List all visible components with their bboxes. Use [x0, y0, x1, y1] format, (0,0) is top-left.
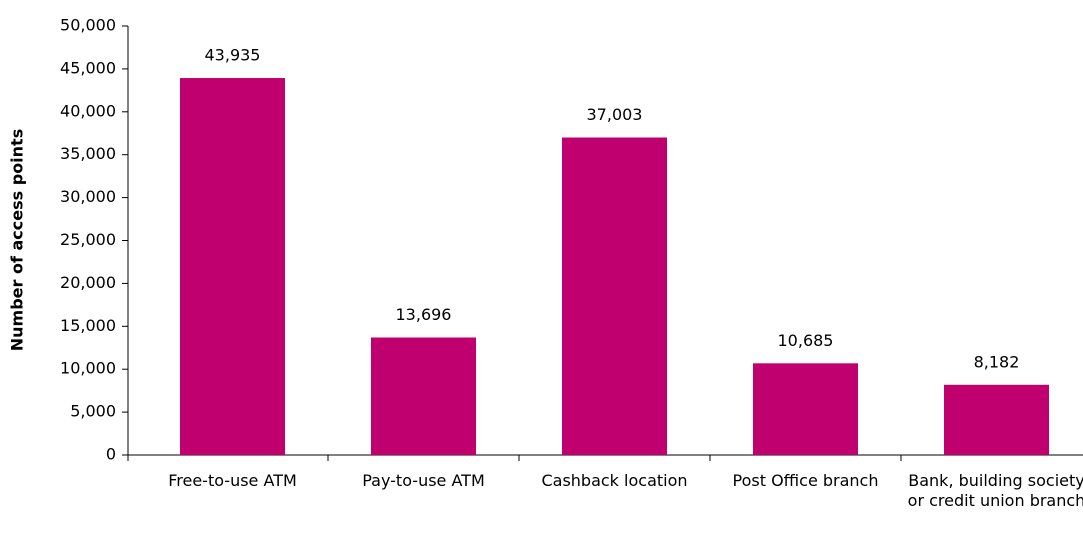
y-tick-label: 15,000: [60, 316, 116, 335]
y-tick-label: 10,000: [60, 359, 116, 378]
y-tick-label: 35,000: [60, 144, 116, 163]
y-tick-label: 5,000: [70, 402, 116, 421]
bar: [753, 363, 858, 455]
y-tick-label: 0: [106, 445, 116, 464]
value-label: 37,003: [587, 105, 643, 124]
y-axis-label: Number of access points: [8, 129, 27, 351]
x-tick-label: Bank, building society or credit union br…: [908, 471, 1083, 510]
value-label: 8,182: [974, 352, 1020, 371]
y-tick-label: 50,000: [60, 16, 116, 35]
y-tick-label: 25,000: [60, 230, 116, 249]
x-tick-label: Post Office branch: [733, 471, 879, 490]
value-label: 13,696: [396, 305, 452, 324]
x-tick-label: Free-to-use ATM: [168, 471, 297, 490]
y-tick-label: 45,000: [60, 58, 116, 77]
bar: [562, 137, 667, 455]
y-tick-label: 40,000: [60, 101, 116, 120]
x-tick-label: Pay-to-use ATM: [362, 471, 485, 490]
value-label: 43,935: [205, 46, 261, 65]
bar: [371, 337, 476, 455]
y-tick-label: 20,000: [60, 273, 116, 292]
bar: [180, 78, 285, 456]
value-label: 10,685: [778, 331, 834, 350]
x-tick-label: Cashback location: [541, 471, 687, 490]
bar: [944, 384, 1049, 455]
y-tick-label: 30,000: [60, 187, 116, 206]
